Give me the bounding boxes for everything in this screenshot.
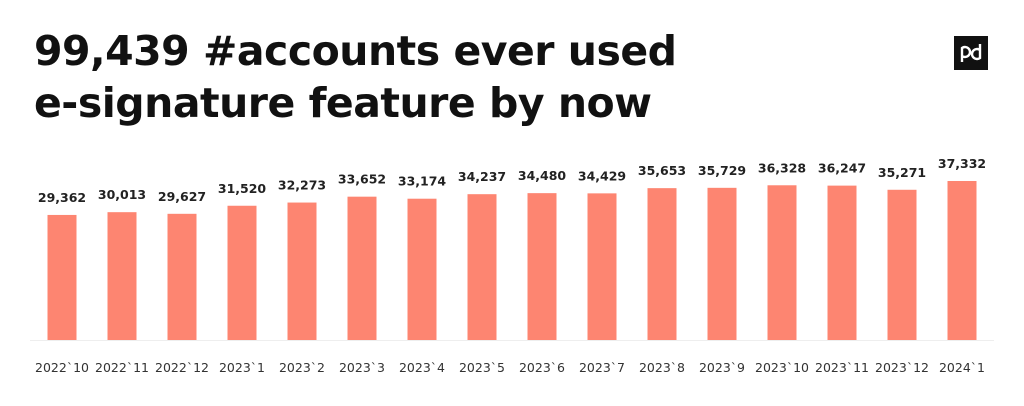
bar — [587, 193, 617, 340]
value-label: 37,332 — [938, 156, 986, 171]
chart-title: e-signature feature by now — [34, 79, 652, 127]
x-tick-label: 2022`10 — [35, 360, 89, 375]
bar — [707, 187, 737, 340]
logo — [954, 36, 988, 70]
value-label: 35,729 — [698, 163, 746, 178]
value-label: 36,328 — [758, 160, 806, 175]
bar — [167, 213, 197, 340]
x-tick-label: 2023`6 — [519, 360, 565, 375]
bar — [527, 193, 557, 340]
value-label: 34,480 — [518, 168, 567, 183]
bar — [767, 185, 797, 340]
value-label: 29,627 — [158, 189, 206, 204]
x-tick-label: 2023`9 — [699, 360, 745, 375]
value-label: 33,174 — [398, 174, 447, 189]
x-tick-label: 2023`8 — [639, 360, 685, 375]
value-label: 36,247 — [818, 161, 866, 176]
bar — [47, 214, 77, 340]
value-label: 31,520 — [218, 181, 267, 196]
x-tick-label: 2022`12 — [155, 360, 209, 375]
x-tick-label: 2023`12 — [875, 360, 929, 375]
bar — [887, 189, 917, 340]
x-tick-label: 2024`1 — [939, 360, 985, 375]
x-tick-label: 2023`7 — [579, 360, 625, 375]
chart-title: 99,439 #accounts ever used — [34, 27, 677, 75]
x-tick-label: 2023`3 — [339, 360, 385, 375]
value-label: 29,362 — [38, 190, 86, 205]
x-tick-label: 2022`11 — [95, 360, 149, 375]
bar — [947, 181, 977, 340]
value-label: 32,273 — [278, 178, 326, 193]
value-label: 33,652 — [338, 172, 386, 187]
bar — [287, 202, 317, 340]
value-label: 34,237 — [458, 169, 506, 184]
bar — [227, 205, 257, 340]
x-tick-label: 2023`4 — [399, 360, 445, 375]
bar — [467, 194, 497, 340]
x-tick-label: 2023`2 — [279, 360, 325, 375]
bar — [647, 188, 677, 340]
bar — [347, 196, 377, 340]
x-tick-label: 2023`11 — [815, 360, 869, 375]
value-label: 30,013 — [98, 187, 146, 202]
bar — [827, 185, 857, 340]
x-tick-label: 2023`5 — [459, 360, 505, 375]
bar — [107, 212, 137, 340]
value-label: 35,653 — [638, 163, 686, 178]
value-label: 34,429 — [578, 168, 626, 183]
x-tick-label: 2023`10 — [755, 360, 809, 375]
bar — [407, 198, 437, 340]
x-tick-label: 2023`1 — [219, 360, 265, 375]
value-label: 35,271 — [878, 165, 926, 180]
